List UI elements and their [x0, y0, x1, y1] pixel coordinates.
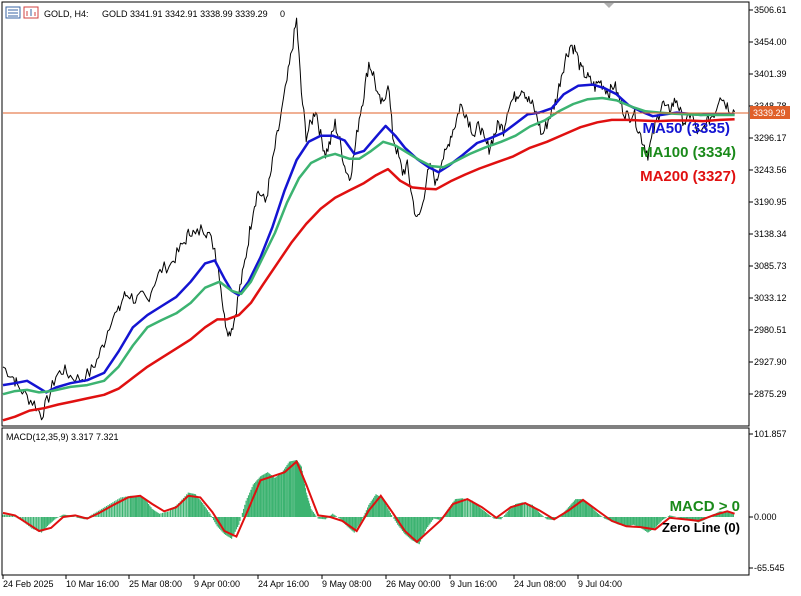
- macd-axis-label: 0.000: [754, 512, 777, 522]
- time-axis-label: 24 Feb 2025: [3, 579, 54, 589]
- time-axis-label: 9 May 08:00: [322, 579, 372, 589]
- current-price-tag: [750, 106, 790, 119]
- ma200-line: [2, 117, 735, 422]
- tick-volume: 0: [280, 9, 285, 19]
- price-line: [2, 17, 736, 421]
- header: GOLD, H4: GOLD 3341.91 3342.91 3338.99 3…: [5, 3, 614, 19]
- current-price-tag-label: 3339.29: [753, 108, 786, 118]
- scroll-marker-icon[interactable]: [604, 3, 614, 8]
- price-axis-label: 3190.95: [754, 197, 787, 207]
- main-chart-frame: [1, 1, 750, 427]
- price-axis-label: 3296.17: [754, 133, 787, 143]
- time-axis-label: 9 Jul 04:00: [578, 579, 622, 589]
- ma50-label: MA50 (3335): [642, 120, 730, 137]
- time-axis-label: 24 Apr 16:00: [258, 579, 309, 589]
- price-axis-label: 2980.51: [754, 325, 787, 335]
- price-axis-label: 2927.90: [754, 357, 787, 367]
- time-axis-label: 25 Mar 08:00: [129, 579, 182, 589]
- macd-axis-label: -65.545: [754, 563, 785, 573]
- price-axis-label: 3033.12: [754, 293, 787, 303]
- ma100-label: MA100 (3334): [640, 144, 736, 161]
- symbol-description: GOLD: [102, 9, 128, 19]
- zero-line-label: Zero Line (0): [662, 520, 740, 535]
- price-axis-label: 3401.39: [754, 69, 787, 79]
- price-axis-label: 3085.73: [754, 261, 787, 271]
- macd-axis-label: 101.857: [754, 429, 787, 439]
- signal-line: [2, 459, 735, 544]
- price-axis-label: 3243.56: [754, 165, 787, 175]
- price-axis-label: 3506.61: [754, 5, 787, 15]
- time-axis-label: 9 Jun 16:00: [450, 579, 497, 589]
- time-axis-label: 26 May 00:00: [386, 579, 441, 589]
- time-axis-label: 10 Mar 16:00: [66, 579, 119, 589]
- ma200-label: MA200 (3327): [640, 168, 736, 185]
- price-axis-label: 2875.29: [754, 389, 787, 399]
- macd-positive-label: MACD > 0: [670, 498, 740, 515]
- ma50-line: [2, 83, 735, 394]
- time-axis-label: 24 Jun 08:00: [514, 579, 566, 589]
- ohlc-values: 3341.91 3342.91 3338.99 3339.29: [130, 9, 268, 19]
- macd-header: MACD(12,35,9) 3.317 7.321: [6, 432, 119, 442]
- symbol-label: GOLD, H4:: [44, 9, 89, 19]
- price-axis-label: 3454.00: [754, 37, 787, 47]
- ma100-line: [2, 96, 735, 396]
- price-axis-label: 3138.34: [754, 229, 787, 239]
- time-axis-label: 9 Apr 00:00: [194, 579, 240, 589]
